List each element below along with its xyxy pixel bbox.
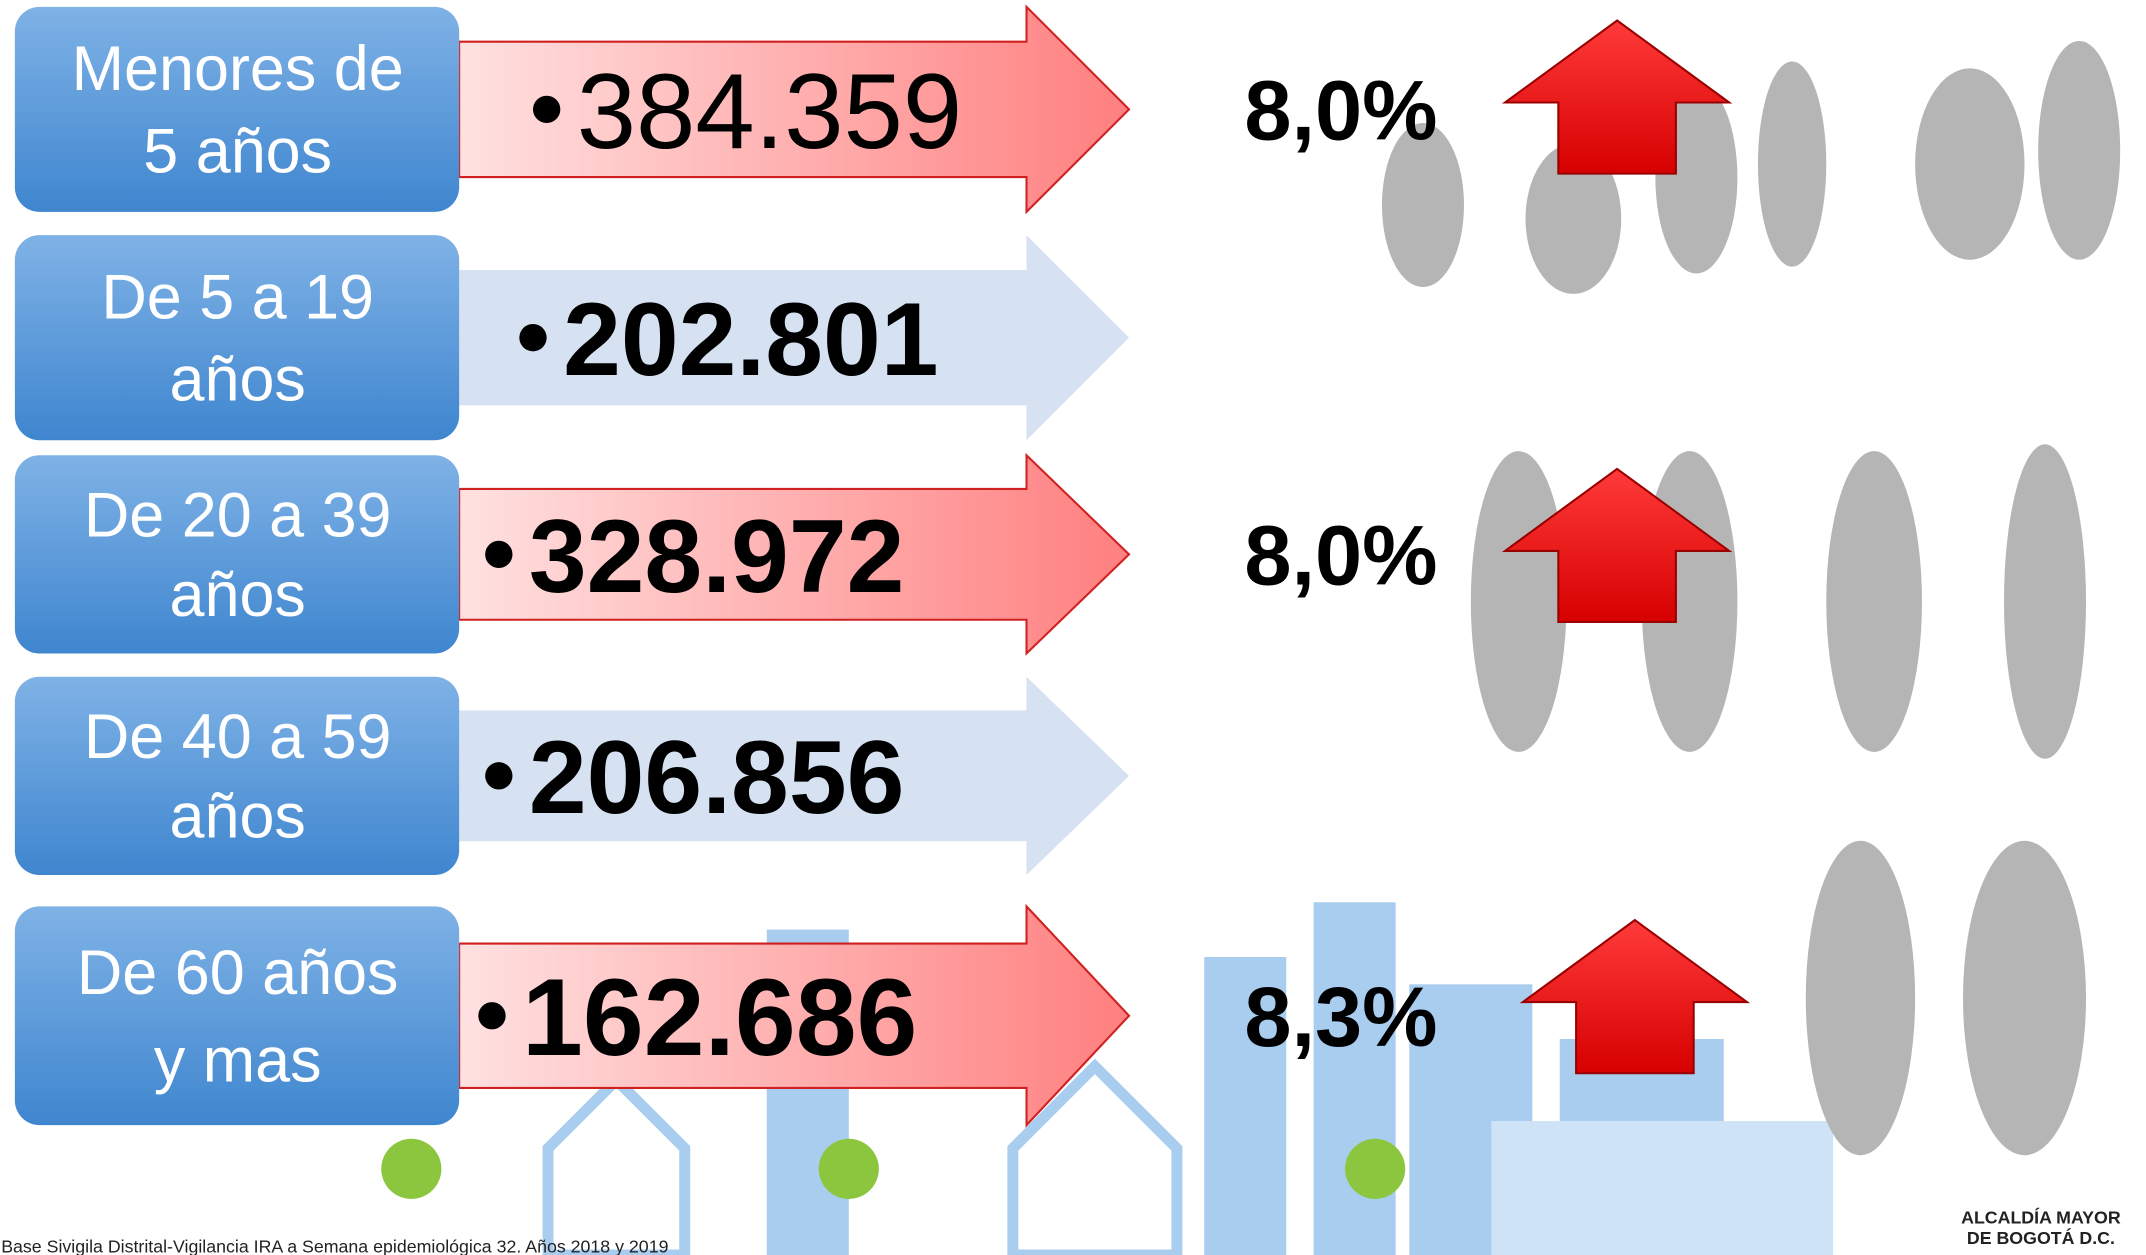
age-label: años: [170, 560, 306, 630]
change: 8,0%: [1244, 507, 1437, 602]
age-label: y mas: [154, 1025, 322, 1095]
age-label: años: [170, 345, 306, 415]
city-background: [381, 902, 1834, 1255]
value-arrow: [459, 676, 1130, 875]
change: 8,0%: [1244, 62, 1437, 157]
age-box: [14, 906, 460, 1126]
value: 202.801: [563, 282, 938, 398]
value: 206.856: [529, 720, 904, 836]
age-box: [14, 6, 460, 212]
up-arrow: [1501, 467, 1733, 624]
age-box: [14, 455, 460, 654]
value-arrow: [458, 903, 1131, 1128]
value: 384.359: [577, 51, 962, 171]
bullet: [478, 1002, 506, 1030]
age-label: De 5 a 19: [101, 263, 374, 333]
age-label: De 20 a 39: [84, 481, 392, 551]
bullet: [485, 762, 513, 790]
logo-line: DE BOGOTÁ D.C.: [1967, 1227, 2115, 1248]
age-box: [14, 235, 460, 441]
age-label: años: [170, 781, 306, 851]
bullet: [485, 540, 513, 569]
age-label: Menores de: [72, 34, 404, 104]
value: 162.686: [522, 957, 917, 1079]
logo-line: ALCALDÍA MAYOR: [1961, 1207, 2121, 1228]
age-label: De 60 años: [77, 938, 399, 1008]
bullet: [532, 95, 561, 124]
age-label: De 40 a 59: [84, 702, 392, 772]
up-arrow: [1501, 19, 1733, 175]
value-arrow: [458, 452, 1131, 656]
footnote: Base Sivigila Distrital-Vigilancia IRA a…: [1, 1236, 668, 1255]
up-arrow: [1519, 918, 1751, 1075]
silhouettes: [1381, 41, 2121, 1156]
change: 8,3%: [1244, 969, 1437, 1064]
bullet: [519, 324, 547, 352]
age-label: 5 años: [143, 116, 332, 186]
age-box: [14, 676, 460, 875]
value-arrow: [458, 4, 1131, 215]
value-arrow: [459, 235, 1130, 441]
value: 328.972: [529, 499, 904, 615]
